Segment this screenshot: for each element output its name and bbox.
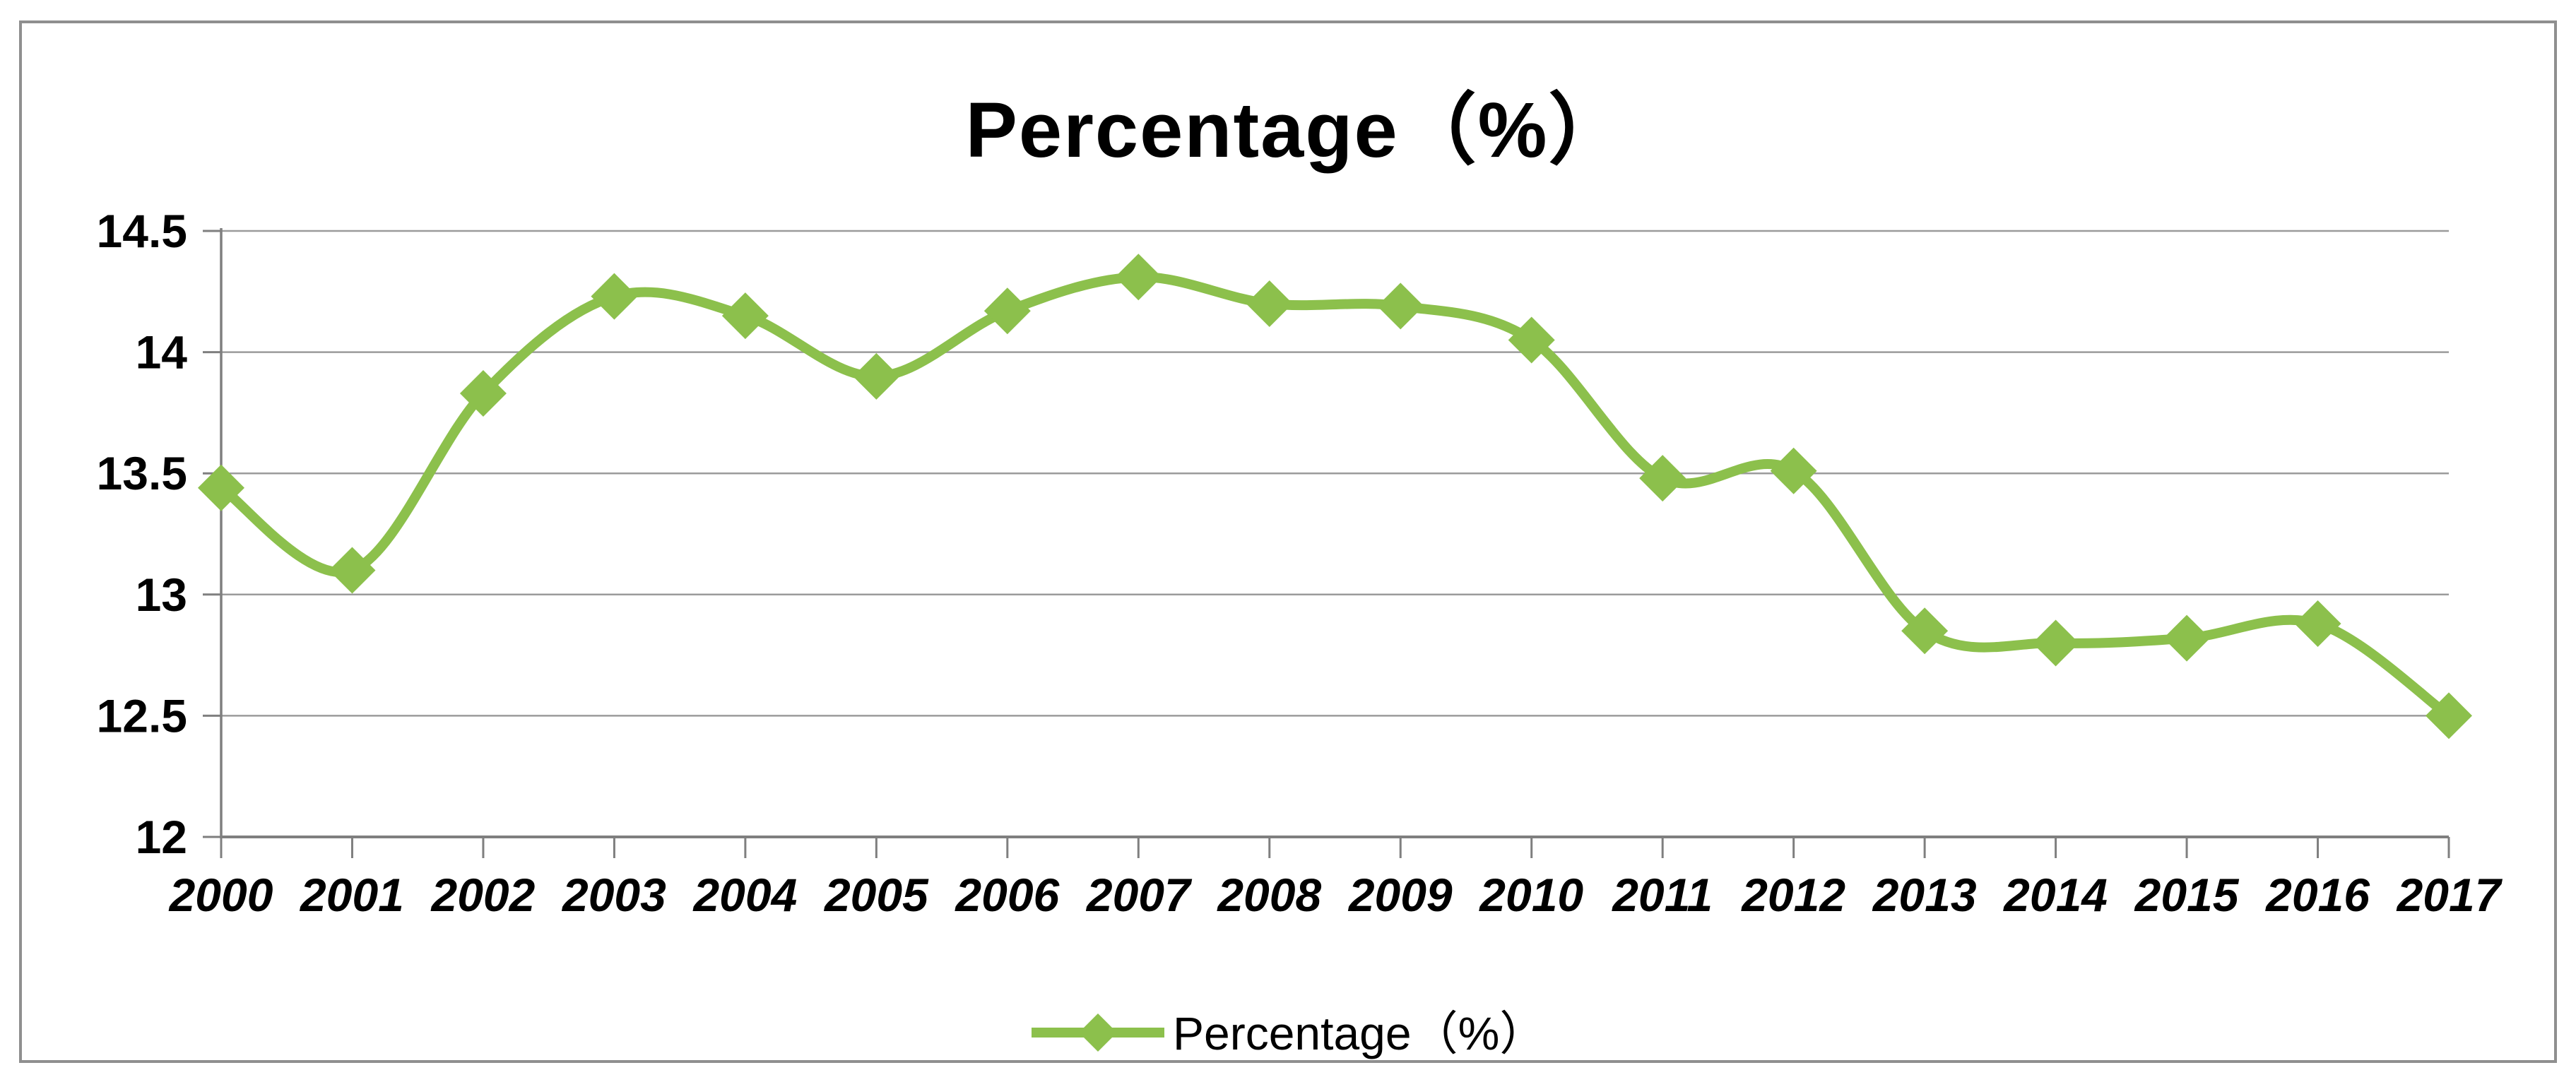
legend-diamond-icon — [1079, 1013, 1117, 1052]
x-tick-label-2011: 2011 — [1611, 869, 1713, 921]
x-tick-label-2012: 2012 — [1740, 869, 1845, 921]
gridline-layer — [221, 230, 2449, 717]
data-point-2010 — [1508, 316, 1555, 364]
data-point-2003 — [591, 273, 638, 320]
y-tick-label-13.5: 13.5 — [97, 447, 187, 499]
data-point-2005 — [853, 352, 900, 400]
x-tick-label-2008: 2008 — [1216, 869, 1321, 921]
x-tick-label-2016: 2016 — [2264, 869, 2370, 921]
data-point-2001 — [329, 547, 376, 594]
chart-title: Percentage（%） — [966, 87, 1628, 174]
x-tick-label-2004: 2004 — [692, 869, 797, 921]
x-tick-label-2006: 2006 — [954, 869, 1060, 921]
x-tick-label-2014: 2014 — [2002, 869, 2108, 921]
legend-label: Percentage（%） — [1173, 1007, 1546, 1059]
y-axis-labels: 14.5 14 13.5 13 12.5 12 — [97, 205, 188, 863]
x-tick-label-2000: 2000 — [168, 869, 273, 921]
series-layer — [198, 254, 2472, 739]
x-tick-label-2015: 2015 — [2134, 869, 2240, 921]
x-tick-label-2010: 2010 — [1478, 869, 1583, 921]
x-axis-labels: 2000 2001 2002 2003 2004 2005 2006 2007 2008 2009… — [168, 869, 2503, 921]
data-point-2016 — [2294, 600, 2341, 647]
data-point-2014 — [2032, 619, 2079, 667]
y-tick-label-13: 13 — [136, 569, 187, 621]
x-tick-label-2002: 2002 — [430, 869, 536, 921]
y-tick-label-12: 12 — [136, 811, 187, 863]
legend: Percentage（%） — [1032, 1007, 1546, 1059]
x-tick-label-2013: 2013 — [1872, 869, 1977, 921]
data-point-2002 — [459, 369, 507, 417]
data-point-2004 — [721, 292, 769, 340]
data-point-2000 — [198, 464, 244, 511]
y-tick-label-14: 14 — [136, 326, 188, 379]
x-tick-label-2005: 2005 — [823, 869, 929, 921]
x-tick-label-2001: 2001 — [299, 869, 404, 921]
x-tick-label-2009: 2009 — [1347, 869, 1453, 921]
data-point-2013 — [1901, 607, 1949, 655]
data-point-2017 — [2426, 692, 2472, 739]
data-point-2012 — [1770, 447, 1817, 494]
x-tick-label-2003: 2003 — [561, 869, 666, 921]
x-tick-label-2017: 2017 — [2396, 869, 2503, 921]
data-point-2015 — [2163, 614, 2211, 662]
data-point-2006 — [983, 287, 1031, 335]
x-tick-label-2007: 2007 — [1085, 869, 1193, 921]
y-tick-label-12.5: 12.5 — [97, 689, 187, 742]
axis-layer — [203, 228, 2450, 858]
data-point-2008 — [1246, 280, 1293, 327]
data-point-2009 — [1377, 283, 1424, 330]
chart-frame-border — [19, 20, 2557, 1063]
data-point-2007 — [1115, 254, 1162, 301]
y-tick-label-14.5: 14.5 — [97, 205, 187, 257]
data-point-2011 — [1639, 455, 1686, 502]
